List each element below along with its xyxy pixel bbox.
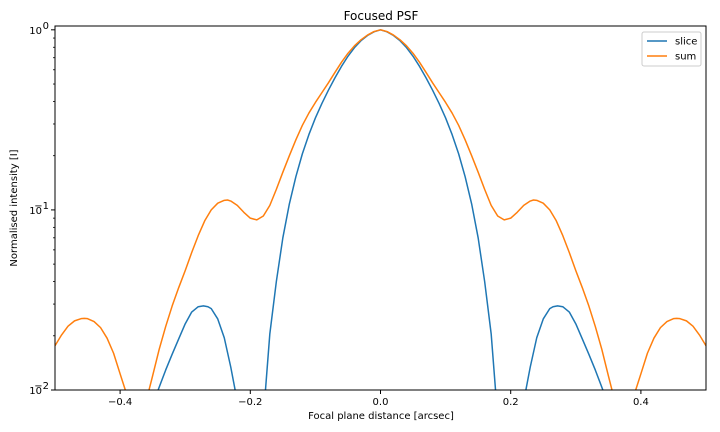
series-line-slice-segment-1 [157, 305, 236, 390]
x-tick-label: −0.2 [238, 397, 262, 408]
series-line-sum-segment-1 [55, 317, 127, 390]
x-tick-label: −0.4 [108, 397, 132, 408]
x-tick-label: 0.4 [633, 397, 649, 408]
legend: slice sum [641, 31, 702, 67]
plot-frame [54, 25, 707, 391]
y-tick-label: 10 [29, 206, 42, 217]
series-layer [55, 29, 706, 390]
y-tick-label: 10 [29, 26, 42, 37]
series-line-sum-segment-2 [148, 29, 613, 390]
legend-label-slice: slice [675, 37, 697, 48]
y-tick-label: 10 [29, 386, 42, 397]
legend-label-sum: sum [675, 52, 696, 63]
y-tick-exponent: −1 [34, 201, 49, 212]
y-tick-exponent: −2 [34, 381, 49, 392]
y-tick-exponent: 0 [43, 21, 49, 32]
series-line-sum-segment-3 [634, 317, 706, 390]
axes-layer: −0.4 −0.2 0.0 0.2 0.410−210−110 0 [29, 21, 649, 408]
x-axis-label: Focal plane distance [arcsec] [308, 411, 454, 422]
chart-title: Focused PSF [344, 9, 419, 23]
x-tick-label: 0.2 [503, 397, 519, 408]
series-line-slice-segment-3 [525, 305, 604, 390]
x-tick-label: 0.0 [373, 397, 389, 408]
y-axis-label: Normalised intensity [I] [9, 149, 20, 266]
